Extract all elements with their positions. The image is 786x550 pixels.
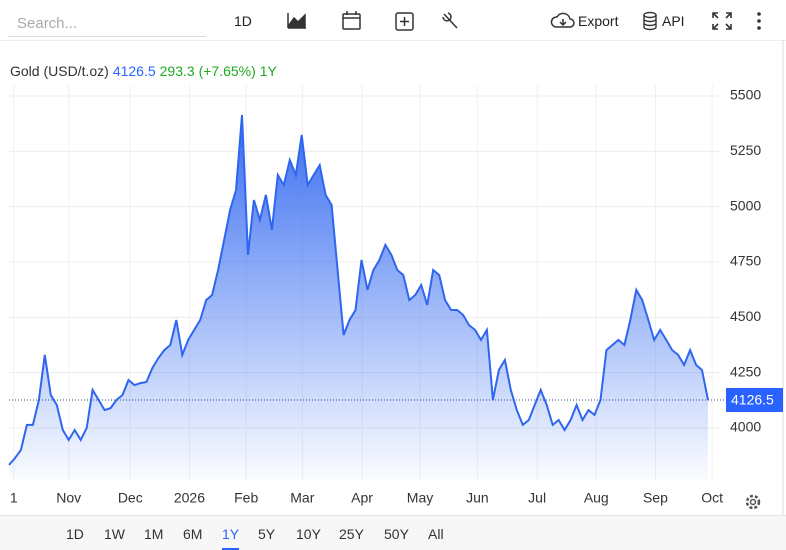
x-tick-label: Jul xyxy=(528,490,546,506)
export-button[interactable]: Export xyxy=(578,13,619,29)
y-tick-label: 4000 xyxy=(730,419,761,435)
settings-icon[interactable] xyxy=(742,491,764,513)
x-tick-label: Aug xyxy=(584,490,609,506)
x-tick-label: 2026 xyxy=(174,490,205,506)
add-icon[interactable] xyxy=(395,12,414,31)
range-button[interactable]: All xyxy=(428,526,444,542)
x-tick-label: Sep xyxy=(643,490,668,506)
window-icons xyxy=(712,12,761,30)
toolbar-icons xyxy=(287,11,458,31)
x-tick-label: Jun xyxy=(466,490,489,506)
search-box[interactable]: Search... xyxy=(8,10,206,37)
range-button[interactable]: 1M xyxy=(144,526,164,542)
chart-title: Gold (USD/t.oz) xyxy=(10,63,109,79)
search-placeholder: Search... xyxy=(17,15,78,32)
range-button[interactable]: 25Y xyxy=(339,526,364,542)
chart: 4000 4250 4500 4750 5000 5250 5500 1 Nov Dec 2026 F… xyxy=(8,40,784,515)
x-tick-label: Feb xyxy=(234,490,258,506)
y-tick-label: 4250 xyxy=(730,363,761,379)
range-button[interactable]: 1W xyxy=(104,526,125,542)
fullscreen-icon[interactable] xyxy=(712,12,732,30)
range-button[interactable]: 1Y xyxy=(222,526,240,550)
x-tick-label: May xyxy=(407,490,433,506)
range-button[interactable]: 10Y xyxy=(296,526,321,542)
menu-icon[interactable] xyxy=(757,12,761,30)
period: 1Y xyxy=(260,63,278,79)
last-value-label: 4126.5 xyxy=(731,392,774,408)
y-tick-label: 4500 xyxy=(730,308,761,324)
chart-header: Gold (USD/t.oz) 4126.5 293.3 (+7.65%) 1Y xyxy=(10,63,278,79)
export-icon xyxy=(550,12,575,28)
x-tick-label: Oct xyxy=(701,490,723,506)
range-button[interactable]: 1D xyxy=(66,526,84,542)
x-tick-label: Dec xyxy=(118,490,143,506)
range-button[interactable]: 50Y xyxy=(384,526,409,542)
api-icon xyxy=(643,11,657,31)
x-tick-label: Mar xyxy=(290,490,314,506)
last-value: 4126.5 xyxy=(113,63,156,79)
api-button[interactable]: API xyxy=(662,13,685,29)
change: 293.3 (+7.65%) xyxy=(160,63,256,79)
y-tick-label: 5000 xyxy=(730,197,761,213)
y-tick-label: 5500 xyxy=(730,87,761,103)
area xyxy=(9,115,708,480)
toolbar-divider xyxy=(0,40,786,41)
interval-button[interactable]: 1D xyxy=(234,13,252,29)
calendar-icon[interactable] xyxy=(342,13,361,30)
range-button[interactable]: 5Y xyxy=(258,526,276,542)
x-tick-label: Apr xyxy=(351,490,373,506)
chart-type-icon[interactable] xyxy=(287,13,306,29)
line xyxy=(8,114,709,466)
tools-icon[interactable] xyxy=(442,12,458,29)
range-bar: 1D 1W 1M 6M 1Y 5Y 10Y 25Y 50Y All xyxy=(0,515,786,550)
x-tick-label: 1 xyxy=(10,490,18,506)
x-tick-label: Nov xyxy=(56,490,81,506)
last-value-box xyxy=(726,387,783,412)
y-tick-label: 5250 xyxy=(730,142,761,158)
range-button[interactable]: 6M xyxy=(183,526,203,542)
y-tick-label: 4750 xyxy=(730,253,761,269)
